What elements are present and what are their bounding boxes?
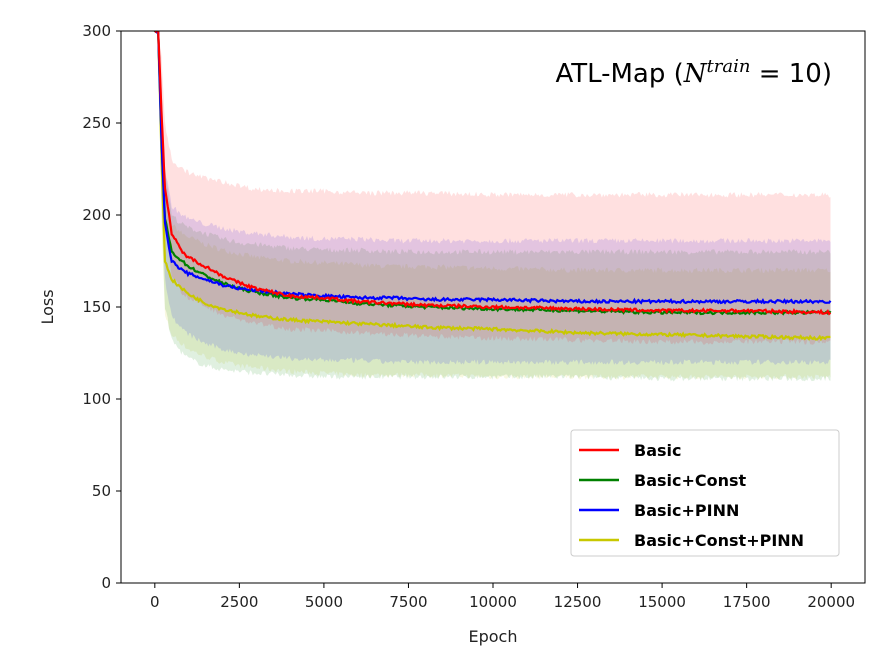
y-tick-label: 0 [101, 574, 111, 592]
legend-label-basic-const-pinn: Basic+Const+PINN [634, 531, 804, 550]
x-tick-label: 7500 [389, 593, 427, 611]
x-tick-label: 15000 [638, 593, 686, 611]
x-tick-label: 2500 [220, 593, 258, 611]
y-tick-label: 100 [82, 390, 111, 408]
x-tick-label: 20000 [807, 593, 855, 611]
title-superscript: train [707, 56, 751, 77]
x-tick-label: 10000 [469, 593, 517, 611]
y-tick-label: 150 [82, 298, 111, 316]
x-axis-ticks: 0 2500 5000 7500 10000 12500 15000 17500 20000 [150, 583, 855, 611]
band-basic [154, 31, 831, 345]
legend-box [570, 429, 840, 557]
y-tick-label: 250 [82, 114, 111, 132]
x-tick-label: 12500 [554, 593, 602, 611]
y-tick-label: 50 [92, 482, 111, 500]
x-tick-label: 5000 [305, 593, 343, 611]
x-tick-label: 0 [150, 593, 160, 611]
band-basic-const [155, 31, 831, 382]
band-basic-pinn [154, 31, 831, 365]
x-axis-label: Epoch [469, 627, 518, 646]
line-basic-const-pinn [154, 31, 831, 342]
y-tick-label: 200 [82, 206, 111, 224]
legend-label-basic: Basic [634, 441, 681, 460]
title-variable: N [683, 59, 708, 89]
line-basic-pinn [154, 31, 832, 305]
x-tick-label: 17500 [723, 593, 771, 611]
y-tick-label: 300 [82, 22, 111, 40]
line-basic [154, 31, 832, 316]
y-axis-label: Loss [38, 289, 57, 324]
series-lines [153, 31, 832, 342]
band-basic-const-pinn [154, 31, 831, 380]
legend: Basic Basic+Const Basic+PINN Basic+Const+PI… [570, 429, 840, 557]
y-axis-ticks: 0 50 100 150 200 250 300 [82, 22, 121, 592]
title-prefix: ATL-Map ( [555, 59, 683, 89]
legend-label-basic-pinn: Basic+PINN [634, 501, 739, 520]
chart-title: ATL-Map (Ntrain = 10) [555, 56, 832, 89]
title-suffix: = 10) [750, 59, 832, 89]
confidence-bands [154, 31, 831, 382]
legend-label-basic-const: Basic+Const [634, 471, 747, 490]
